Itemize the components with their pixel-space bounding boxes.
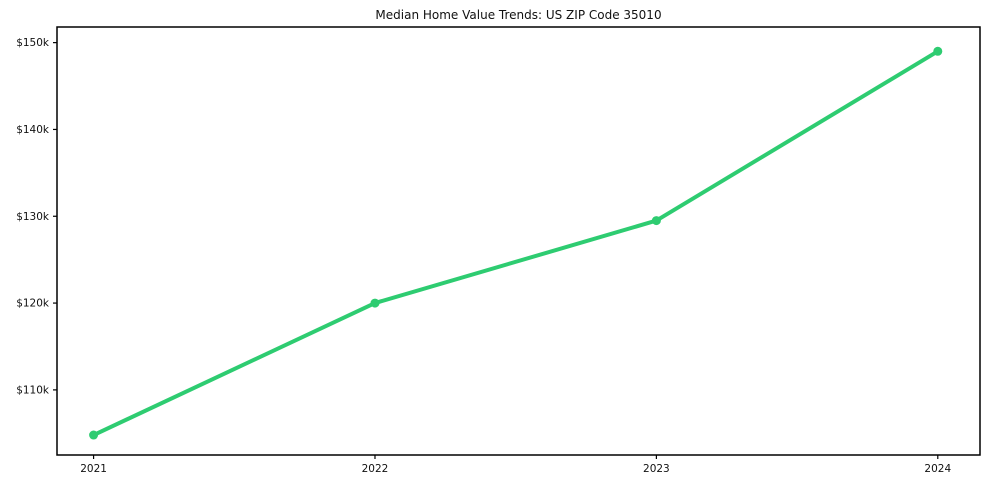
x-tick-label: 2023: [643, 463, 670, 475]
y-tick-label: $110k: [16, 384, 50, 396]
data-point-marker: [651, 216, 661, 226]
data-point-marker: [370, 298, 380, 308]
plot-border: [56, 26, 981, 456]
data-point-marker: [89, 430, 99, 440]
x-tick-label: 2022: [362, 463, 389, 475]
y-tick-label: $130k: [16, 211, 50, 223]
data-point-marker: [933, 46, 943, 56]
y-tick-label: $140k: [16, 124, 50, 136]
series-line: [91, 49, 940, 438]
chart-title: Median Home Value Trends: US ZIP Code 35…: [375, 8, 662, 22]
x-tick-label: 2021: [80, 463, 107, 475]
y-tick-label: $120k: [16, 298, 50, 310]
y-tick-label: $150k: [16, 37, 50, 49]
x-tick-label: 2024: [924, 463, 951, 475]
